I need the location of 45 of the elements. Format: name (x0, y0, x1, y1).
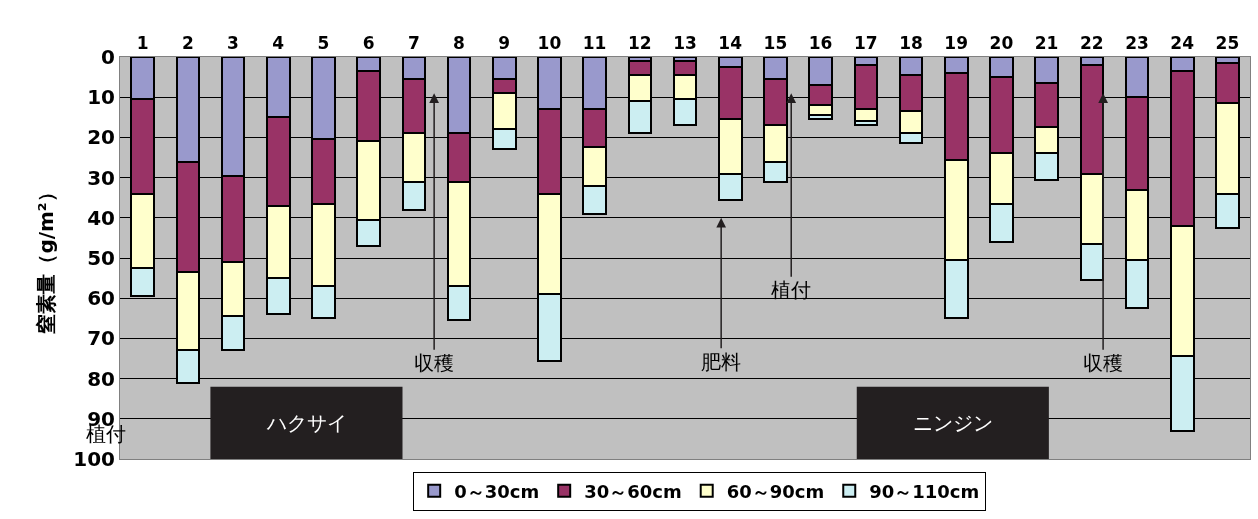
y-tick-label: 100 (73, 447, 115, 471)
x-tick-label: 16 (808, 33, 833, 54)
x-tick-label: 17 (853, 33, 878, 54)
y-tick-label: 20 (87, 125, 115, 150)
legend-label: 90～110cm (869, 480, 980, 502)
band-label: ハクサイ (266, 411, 347, 435)
x-tick-label: 6 (362, 33, 375, 54)
x-tick-label: 3 (227, 33, 239, 54)
x-tick-label: 12 (627, 33, 652, 54)
y-tick-label: 60 (87, 286, 115, 311)
x-tick-label: 24 (1170, 33, 1195, 54)
x-tick-label: 5 (317, 33, 330, 54)
x-tick-label: 2 (181, 33, 194, 54)
y-tick-label: 10 (87, 85, 115, 110)
annotation: 収穫 (414, 351, 454, 375)
legend-label: 0～30cm (454, 480, 540, 502)
x-tick-label: 21 (1034, 33, 1059, 54)
x-tick-label: 20 (989, 33, 1014, 54)
legend-label: 30～60cm (584, 480, 682, 502)
y-tick-label: 70 (87, 326, 115, 351)
legend-label: 60～90cm (726, 480, 825, 502)
x-tick-label: 25 (1215, 33, 1240, 54)
x-tick-label: 23 (1125, 33, 1149, 54)
y-tick-label: 0 (101, 45, 115, 69)
x-tick-label: 11 (582, 33, 607, 54)
x-tick-label: 15 (763, 33, 788, 54)
x-tick-label: 19 (944, 33, 969, 54)
x-tick-label: 22 (1079, 33, 1104, 54)
band-label: ニンジン (913, 411, 993, 435)
x-tick-label: 9 (498, 33, 511, 54)
annotation: 肥料 (701, 350, 741, 374)
y-tick-label: 50 (87, 246, 115, 270)
x-tick-label: 1 (136, 33, 149, 54)
x-tick-label: 14 (718, 33, 743, 54)
y-tick-label: 40 (87, 205, 115, 230)
y-tick-label: 30 (87, 165, 115, 190)
x-tick-label: 4 (272, 33, 285, 54)
x-tick-label: 13 (673, 33, 697, 54)
x-tick-label: 10 (537, 33, 562, 54)
y-tick-label: 80 (87, 366, 115, 391)
y-axis-title: 窒素量（g/m²） (33, 182, 58, 334)
x-tick-label: 7 (407, 33, 420, 54)
x-tick-label: 8 (453, 33, 465, 54)
x-tick-label: 18 (899, 33, 923, 54)
annotation: 収穫 (1083, 351, 1123, 375)
